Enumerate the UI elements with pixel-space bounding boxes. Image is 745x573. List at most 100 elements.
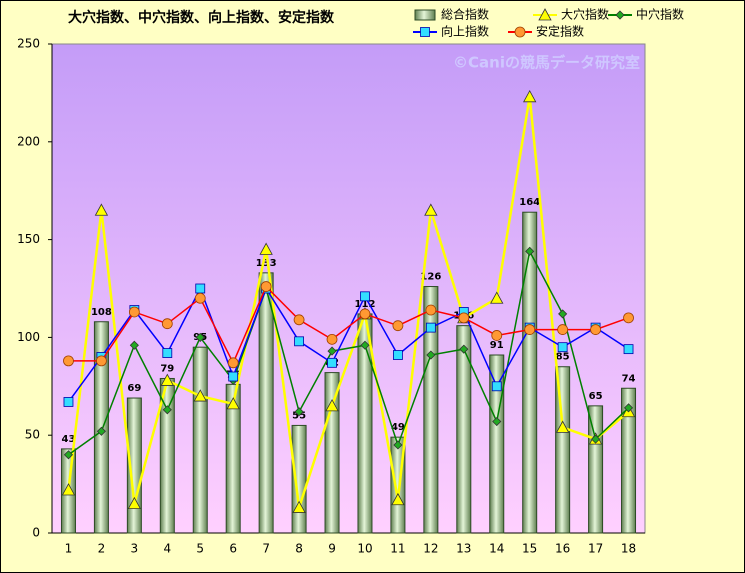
line-marker (61, 483, 76, 496)
line-marker (195, 332, 205, 342)
legend-label: 大穴指数 (561, 7, 609, 22)
legend-label: 総合指数 (441, 7, 489, 22)
bar (423, 286, 439, 534)
line-marker (459, 344, 469, 354)
chart-title: 大穴指数、中穴指数、向上指数、安定指数 (68, 9, 335, 26)
line-marker (327, 346, 337, 356)
line-marker (161, 318, 173, 330)
line-marker (557, 342, 568, 353)
line-marker (590, 324, 601, 335)
bar-value-label: 74 (622, 373, 636, 384)
legend-label: 中穴指数 (636, 7, 684, 22)
bar-value-label: 69 (127, 383, 141, 394)
x-tick-label: 1 (65, 542, 73, 556)
line-marker (327, 357, 337, 368)
line-marker (294, 407, 304, 417)
x-tick-label: 10 (357, 542, 372, 556)
line-marker (523, 89, 537, 103)
bar-value-label: 43 (62, 434, 76, 445)
line-marker (96, 426, 106, 436)
line-marker (127, 496, 142, 510)
line-marker (94, 203, 109, 216)
legend-marker (514, 26, 526, 38)
line-marker (260, 281, 272, 292)
x-tick-label: 6 (229, 542, 237, 556)
bar (588, 405, 604, 534)
bar (192, 346, 208, 534)
line-marker (490, 291, 504, 304)
line-marker (162, 405, 172, 415)
line-marker (555, 420, 570, 433)
legend-marker (420, 27, 430, 37)
line-marker (259, 242, 273, 255)
line-marker (623, 312, 634, 324)
x-tick-label: 8 (295, 542, 303, 556)
bar-value-label: 85 (556, 352, 570, 363)
line-marker (425, 322, 436, 333)
x-tick-label: 15 (522, 542, 537, 556)
line-marker (129, 340, 139, 350)
line-marker (326, 333, 338, 345)
plot-area (51, 43, 646, 534)
line-marker (325, 399, 339, 412)
x-tick-label: 16 (555, 542, 570, 556)
line-marker (228, 371, 239, 382)
line-marker (623, 403, 634, 413)
y-tick-label: 50 (25, 428, 40, 442)
y-tick-label: 0 (32, 526, 40, 540)
line-marker (292, 500, 306, 513)
watermark: ©Caniの競馬データ研究室 (453, 54, 640, 72)
legend-swatch (414, 9, 436, 21)
line-marker (162, 348, 173, 358)
line-marker (425, 304, 437, 316)
legend-marker (538, 8, 552, 21)
line-marker (193, 389, 207, 402)
line-marker (392, 320, 404, 332)
line-marker (195, 283, 206, 294)
line-marker (557, 324, 569, 335)
x-tick-label: 3 (131, 542, 139, 556)
bar-value-label: 65 (589, 391, 603, 402)
line-marker (393, 440, 403, 450)
bar (258, 272, 274, 534)
bar (555, 366, 571, 534)
series-line (67, 96, 630, 508)
bar (291, 424, 307, 534)
line-marker (293, 314, 305, 326)
series-line (68, 249, 630, 456)
x-tick-label: 2 (98, 542, 106, 556)
x-tick-label: 4 (163, 542, 171, 556)
line-marker (63, 355, 74, 367)
line-marker (63, 397, 74, 407)
x-tick-label: 12 (423, 542, 438, 556)
bar-value-label: 79 (160, 363, 174, 374)
y-tick-label: 250 (17, 37, 40, 51)
bar-value-label: 133 (256, 258, 277, 269)
line-marker (491, 381, 502, 392)
line-marker (458, 312, 470, 324)
bar-value-label: 49 (391, 422, 405, 433)
bar (456, 325, 472, 534)
line-marker (360, 291, 370, 302)
line-marker (96, 355, 107, 367)
x-tick-label: 18 (621, 542, 636, 556)
line-marker (128, 306, 140, 318)
bar-value-label: 126 (420, 272, 441, 283)
bar (621, 387, 637, 534)
legend-marker (615, 10, 625, 20)
series-line (68, 285, 629, 365)
series-line (67, 286, 629, 403)
x-tick-label: 14 (489, 542, 504, 556)
x-tick-label: 11 (390, 542, 405, 556)
bar (522, 211, 538, 534)
line-marker (63, 450, 74, 460)
line-marker (491, 330, 503, 341)
bar-value-label: 112 (355, 299, 376, 310)
bar (126, 397, 142, 534)
line-marker (294, 336, 304, 347)
legend-label: 向上指数 (441, 24, 489, 39)
line-marker (591, 434, 601, 444)
x-tick-label: 13 (456, 542, 471, 556)
legend-label: 安定指数 (536, 24, 584, 39)
bar-value-label: 108 (91, 307, 112, 318)
